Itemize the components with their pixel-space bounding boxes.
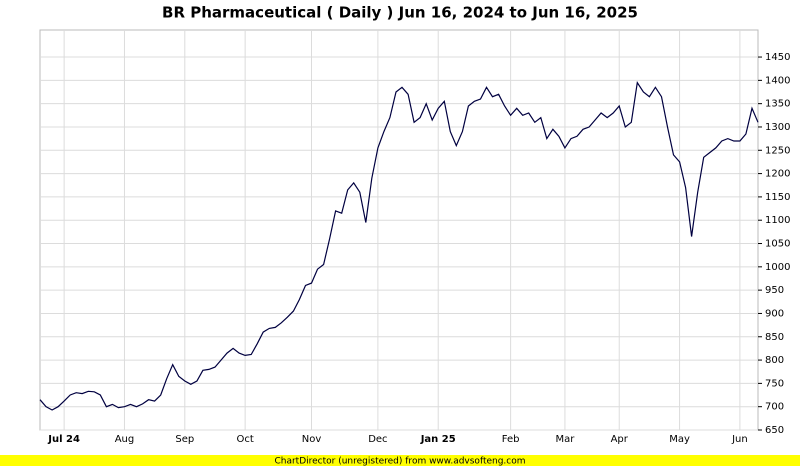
x-tick-label: Dec: [368, 434, 387, 445]
y-tick-label: 1400: [765, 75, 790, 86]
y-tick-label: 900: [765, 308, 784, 319]
x-tick-label: Aug: [115, 434, 135, 445]
x-tick-label: Jan 25: [420, 434, 456, 445]
y-tick-label: 650: [765, 425, 784, 436]
y-tick-label: 850: [765, 332, 784, 343]
y-tick-label: 700: [765, 402, 784, 413]
x-tick-label: Jun: [731, 434, 748, 445]
x-tick-label: Feb: [502, 434, 520, 445]
plot-area: [39, 29, 759, 431]
y-tick-label: 1350: [765, 99, 790, 110]
y-tick-label: 1450: [765, 52, 790, 63]
price-line: [39, 81, 759, 411]
x-tick-label: Mar: [555, 434, 575, 445]
y-tick-label: 1000: [765, 262, 790, 273]
x-tick-label: May: [669, 434, 690, 445]
y-tick-label: 1300: [765, 122, 790, 133]
y-tick-label: 750: [765, 378, 784, 389]
x-tick-label: Apr: [611, 434, 629, 445]
y-tick-label: 1200: [765, 169, 790, 180]
chart-title: BR Pharmaceutical ( Daily ) Jun 16, 2024…: [162, 4, 638, 22]
y-tick-label: 1100: [765, 215, 790, 226]
y-tick-label: 1050: [765, 239, 790, 250]
footer: ChartDirector (unregistered) from www.ad…: [274, 457, 525, 466]
y-tick-label: 800: [765, 355, 784, 366]
y-tick-label: 950: [765, 285, 784, 296]
y-tick-label: 1250: [765, 145, 790, 156]
footer-bar: [0, 455, 800, 466]
x-tick-label: Oct: [236, 434, 253, 445]
x-tick-label: Sep: [175, 434, 194, 445]
y-tick-label: 1150: [765, 192, 790, 203]
x-tick-label: Nov: [302, 434, 322, 445]
x-tick-label: Jul 24: [47, 434, 80, 445]
